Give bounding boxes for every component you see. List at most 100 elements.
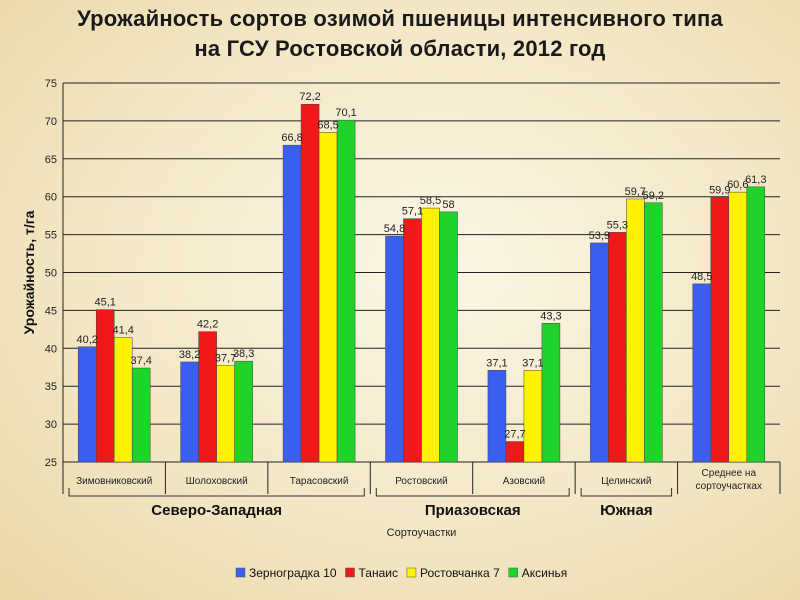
y-tick-label: 25	[45, 457, 57, 469]
legend-swatch	[406, 567, 417, 578]
data-label: 59,9	[709, 184, 730, 196]
data-label: 58	[442, 199, 454, 211]
bar	[710, 197, 730, 463]
legend-label: Зерноградка 10	[249, 566, 337, 580]
bar	[198, 331, 217, 463]
category-label: Среднее на	[702, 468, 757, 479]
data-label: 37,4	[131, 355, 152, 367]
y-tick-label: 30	[45, 419, 57, 431]
data-label: 70,1	[335, 107, 356, 119]
data-label: 59,2	[643, 190, 664, 202]
bars	[77, 103, 766, 463]
bar	[746, 186, 766, 463]
data-label: 37,7	[215, 353, 236, 365]
y-tick-label: 60	[45, 192, 57, 204]
category-label: Ростовский	[395, 476, 448, 487]
y-axis-title: Урожайность, т/га	[21, 210, 37, 334]
bar	[403, 218, 422, 463]
bar	[626, 198, 645, 463]
data-label: 68,5	[317, 119, 338, 131]
data-label: 42,2	[197, 319, 218, 331]
bar	[487, 370, 507, 463]
region-bracket	[375, 488, 570, 497]
bar	[300, 103, 320, 463]
legend-label: Танаис	[359, 566, 398, 580]
data-label: 57,1	[402, 206, 423, 218]
y-tick-label: 35	[45, 381, 57, 393]
bar	[541, 323, 561, 463]
data-label: 38,3	[233, 348, 254, 360]
group-caption: Сортоучастки	[387, 527, 457, 539]
data-label: 43,3	[540, 310, 561, 322]
bar	[77, 346, 97, 463]
bar	[95, 309, 115, 463]
legend-label: Ростовчанка 7	[420, 566, 500, 580]
data-label: 41,4	[113, 325, 134, 337]
y-tick-label: 75	[45, 78, 57, 90]
category-label: Зимовниковский	[76, 476, 152, 487]
y-tick-label: 55	[45, 230, 57, 242]
bar	[523, 370, 543, 463]
region-label: Приазовская	[425, 502, 521, 519]
data-label: 60,6	[727, 179, 748, 191]
bar	[336, 119, 356, 463]
legend-swatch	[345, 567, 355, 578]
y-tick-label: 45	[45, 305, 57, 317]
bar	[439, 211, 458, 463]
category-labels: Зимовниковский Шолоховский Тарасовский Рост…	[76, 468, 762, 492]
region-label: Северо-Западная	[151, 502, 282, 519]
bar	[234, 360, 253, 463]
chart-title: Урожайность сортов озимой пшеницы интенс…	[0, 4, 800, 64]
value-labels: 40,2 45,1 41,4 37,4 38,2 42,2 37,738,3 66,8 72,2…	[77, 91, 767, 440]
bar	[644, 202, 663, 463]
data-label: 58,5	[420, 195, 441, 207]
title-line-1: Урожайность сортов озимой пшеницы интенс…	[77, 6, 723, 31]
y-tick-label: 65	[45, 154, 57, 166]
data-label: 53,9	[589, 230, 610, 242]
bar	[385, 235, 404, 463]
bar	[608, 232, 627, 463]
region-bracket	[580, 488, 673, 497]
data-label: 54,8	[384, 223, 405, 235]
legend-swatch	[508, 567, 518, 578]
bar	[180, 361, 199, 463]
bar	[692, 283, 712, 463]
category-label: Тарасовский	[290, 476, 349, 487]
data-label: 27,7	[504, 429, 525, 441]
category-label: сортоучастках	[696, 481, 762, 492]
data-label: 59,7	[625, 186, 646, 198]
legend-swatch	[235, 567, 246, 578]
data-label: 61,3	[745, 174, 766, 186]
data-label: 37,1	[486, 357, 507, 369]
category-label: Шолоховский	[186, 476, 248, 487]
bar	[505, 441, 525, 463]
bar	[728, 191, 748, 463]
data-label: 40,2	[77, 334, 98, 346]
data-label: 55,3	[607, 219, 628, 231]
data-label: 45,1	[95, 297, 116, 309]
bar	[421, 207, 440, 463]
region-bracket	[68, 488, 365, 497]
region-labels: Северо-Западная Приазовская Южная Сортоучас…	[68, 488, 673, 539]
region-label: Южная	[600, 502, 652, 519]
bar	[113, 337, 133, 463]
category-label: Азовский	[503, 476, 545, 487]
y-tick-label: 70	[45, 116, 57, 128]
y-tick-label: 50	[45, 268, 57, 280]
data-label: 72,2	[299, 91, 320, 103]
data-label: 48,5	[691, 271, 712, 283]
bar	[131, 367, 151, 463]
y-tick-label: 40	[45, 343, 57, 355]
bar	[590, 242, 609, 463]
bar	[318, 132, 338, 463]
legend: Зерноградка 10 Танаис Ростовчанка 7 Аксинья	[235, 566, 567, 580]
data-label: 66,8	[281, 132, 302, 144]
bar	[216, 365, 235, 463]
data-label: 38,2	[179, 349, 200, 361]
category-label: Целинский	[601, 476, 651, 487]
axes: 25 30 35 40 45 50 55 60 65 70 75 Урожайность, т/га	[21, 78, 781, 494]
bar	[282, 144, 302, 463]
title-line-2: на ГСУ Ростовской области, 2012 год	[194, 36, 606, 61]
legend-label: Аксинья	[522, 566, 567, 580]
